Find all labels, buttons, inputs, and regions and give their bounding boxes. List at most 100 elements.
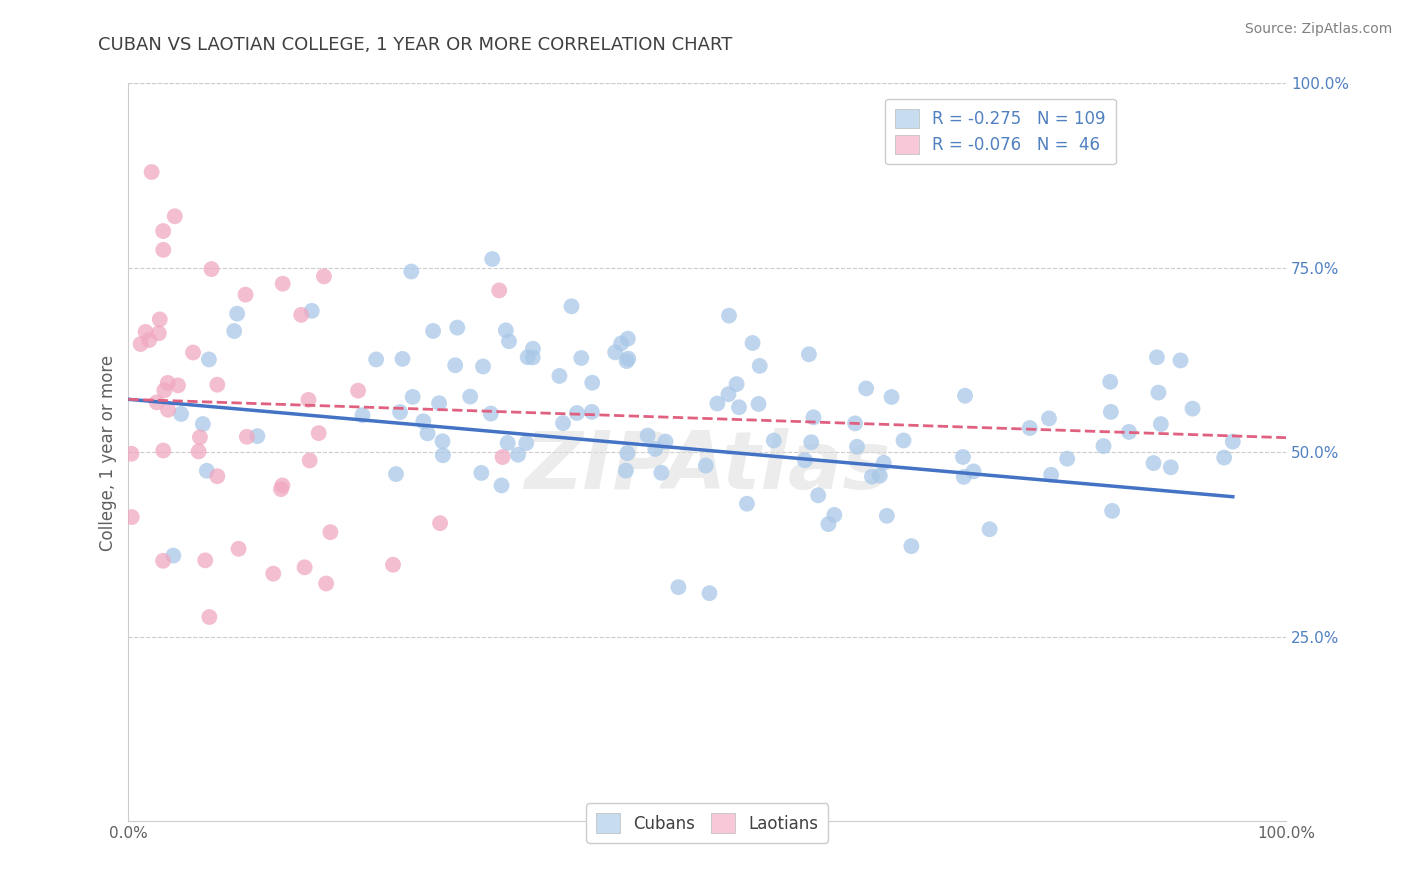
Point bbox=[794, 453, 817, 467]
Point bbox=[522, 342, 544, 356]
Point bbox=[1146, 351, 1168, 365]
Point bbox=[747, 397, 769, 411]
Point bbox=[187, 444, 209, 458]
Point bbox=[366, 352, 388, 367]
Point bbox=[200, 262, 222, 277]
Point bbox=[1056, 451, 1078, 466]
Point bbox=[725, 377, 748, 392]
Point bbox=[717, 309, 740, 323]
Point bbox=[198, 610, 221, 624]
Point bbox=[823, 508, 845, 522]
Point bbox=[855, 381, 877, 395]
Point bbox=[1018, 421, 1040, 435]
Point bbox=[893, 434, 915, 448]
Point bbox=[1101, 504, 1123, 518]
Point bbox=[401, 264, 423, 278]
Point bbox=[262, 566, 284, 581]
Point bbox=[432, 448, 454, 462]
Point bbox=[644, 442, 666, 456]
Point bbox=[668, 580, 690, 594]
Point bbox=[1040, 467, 1063, 482]
Point bbox=[695, 458, 717, 473]
Point bbox=[880, 390, 903, 404]
Point bbox=[797, 347, 820, 361]
Point bbox=[516, 350, 538, 364]
Point bbox=[873, 456, 896, 470]
Point bbox=[141, 165, 163, 179]
Point bbox=[807, 488, 830, 502]
Point bbox=[900, 539, 922, 553]
Point bbox=[522, 351, 544, 365]
Point bbox=[506, 448, 529, 462]
Point bbox=[156, 402, 179, 417]
Point bbox=[581, 376, 603, 390]
Point bbox=[548, 368, 571, 383]
Point bbox=[496, 436, 519, 450]
Point bbox=[162, 549, 184, 563]
Text: ZIPAtlas: ZIPAtlas bbox=[524, 428, 890, 506]
Point bbox=[610, 336, 633, 351]
Point bbox=[389, 405, 412, 419]
Point bbox=[481, 252, 503, 266]
Point bbox=[429, 516, 451, 531]
Point bbox=[762, 434, 785, 448]
Point bbox=[446, 320, 468, 334]
Point bbox=[741, 336, 763, 351]
Y-axis label: College, 1 year or more: College, 1 year or more bbox=[100, 354, 117, 550]
Point bbox=[614, 464, 637, 478]
Point bbox=[226, 307, 249, 321]
Point bbox=[145, 395, 167, 409]
Point bbox=[717, 387, 740, 401]
Point bbox=[1170, 353, 1192, 368]
Point bbox=[402, 390, 425, 404]
Point bbox=[135, 325, 157, 339]
Point bbox=[637, 428, 659, 442]
Point bbox=[312, 269, 335, 284]
Point bbox=[605, 345, 627, 359]
Legend: Cubans, Laotians: Cubans, Laotians bbox=[586, 804, 828, 843]
Point bbox=[149, 312, 172, 326]
Point bbox=[581, 405, 603, 419]
Point bbox=[138, 333, 160, 347]
Point bbox=[195, 464, 218, 478]
Point bbox=[294, 560, 316, 574]
Point bbox=[1150, 417, 1173, 431]
Point bbox=[1222, 434, 1244, 449]
Point bbox=[298, 453, 321, 467]
Point bbox=[952, 450, 974, 464]
Point bbox=[156, 376, 179, 390]
Point bbox=[1099, 405, 1122, 419]
Point bbox=[479, 407, 502, 421]
Point bbox=[491, 450, 513, 464]
Point bbox=[1118, 425, 1140, 439]
Point bbox=[246, 429, 269, 443]
Point bbox=[198, 352, 221, 367]
Point bbox=[470, 466, 492, 480]
Point bbox=[129, 337, 152, 351]
Point bbox=[1147, 385, 1170, 400]
Point bbox=[706, 396, 728, 410]
Point bbox=[297, 392, 319, 407]
Point bbox=[1160, 460, 1182, 475]
Point bbox=[181, 345, 204, 359]
Point bbox=[152, 224, 174, 238]
Point bbox=[617, 332, 640, 346]
Point bbox=[1213, 450, 1236, 465]
Point bbox=[488, 284, 510, 298]
Point bbox=[616, 446, 638, 460]
Point bbox=[422, 324, 444, 338]
Point bbox=[565, 406, 588, 420]
Point bbox=[385, 467, 408, 482]
Point bbox=[301, 303, 323, 318]
Point bbox=[846, 440, 869, 454]
Point bbox=[728, 401, 751, 415]
Point bbox=[271, 277, 294, 291]
Point bbox=[1038, 411, 1060, 425]
Point bbox=[194, 553, 217, 567]
Point bbox=[979, 522, 1001, 536]
Point bbox=[235, 287, 257, 301]
Point bbox=[699, 586, 721, 600]
Point bbox=[167, 378, 190, 392]
Point bbox=[953, 389, 976, 403]
Point bbox=[290, 308, 312, 322]
